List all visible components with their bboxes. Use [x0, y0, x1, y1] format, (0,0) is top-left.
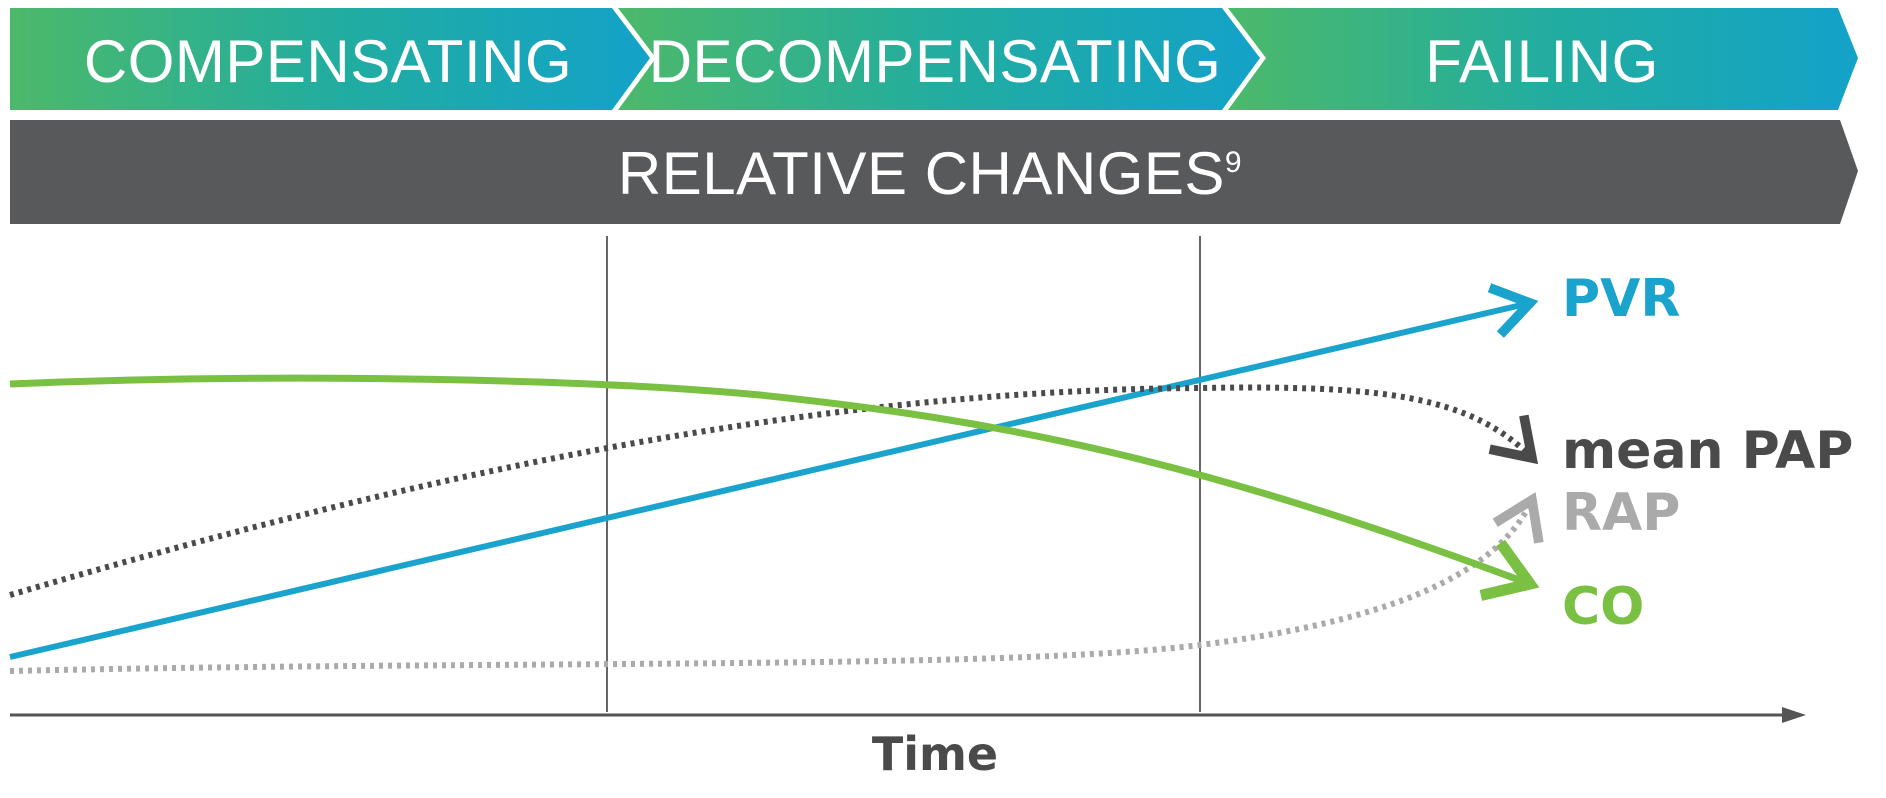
phase-decompensating-shape	[618, 8, 1260, 110]
rap-line	[9, 492, 1544, 674]
phase-compensating-shape	[10, 8, 650, 110]
banner-superscript: 9	[1225, 146, 1242, 179]
phase-band: COMPENSATING DECOMPENSATING FAILING	[10, 8, 1858, 110]
pvr-label: PVR	[1562, 269, 1680, 329]
time-axis: Time	[10, 707, 1806, 781]
phase-failing-shape	[1228, 8, 1858, 110]
co-label: CO	[1562, 577, 1644, 637]
banner-label-text: RELATIVE CHANGES	[618, 140, 1225, 207]
phase-failing-label: FAILING	[1425, 28, 1659, 95]
phase-compensating-label: COMPENSATING	[84, 28, 572, 95]
mean-pap-line	[9, 384, 1539, 598]
pvr-line	[9, 283, 1539, 660]
co-line	[9, 374, 1540, 601]
banner-shape	[10, 120, 1858, 224]
mean-pap-label: mean PAP	[1562, 421, 1853, 481]
banner-label: RELATIVE CHANGES9	[618, 140, 1242, 207]
time-axis-arrowhead	[1782, 707, 1806, 723]
relative-changes-banner: RELATIVE CHANGES9	[10, 120, 1858, 224]
time-axis-label: Time	[872, 727, 998, 781]
rap-label: RAP	[1562, 483, 1680, 543]
phase-decompensating-label: DECOMPENSATING	[649, 28, 1222, 95]
